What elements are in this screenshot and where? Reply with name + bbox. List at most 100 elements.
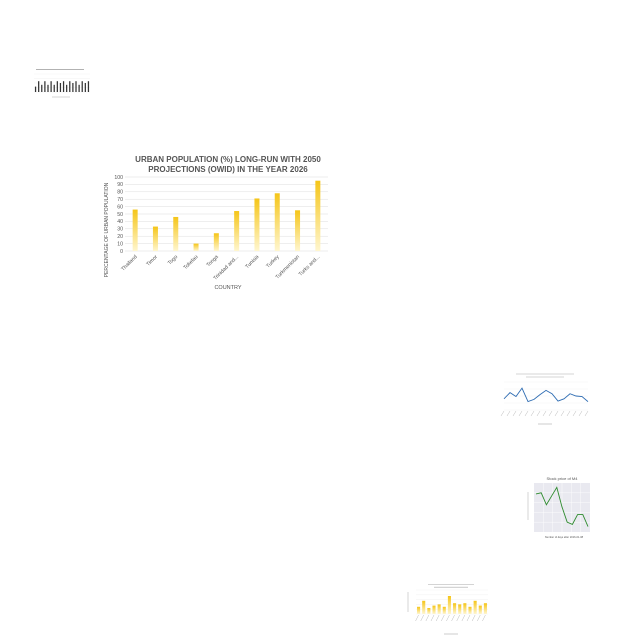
thumb1-bar bbox=[66, 84, 68, 92]
stock-price-line-chart: Stock price of M4 Number of days after 2… bbox=[524, 474, 596, 540]
x-tick-label: Tonga bbox=[206, 254, 220, 268]
thumb1-bar bbox=[56, 81, 58, 92]
thumb1-bar bbox=[53, 84, 55, 92]
thumb3-xtick-mark bbox=[524, 410, 529, 417]
bar bbox=[254, 198, 260, 251]
x-tick-label: Togo bbox=[167, 254, 179, 266]
thumb5-bar bbox=[483, 603, 487, 614]
thumb1-bar bbox=[75, 81, 77, 92]
stock-series-line bbox=[535, 486, 589, 527]
thumb1-bar bbox=[50, 81, 52, 92]
thumb5-bar bbox=[422, 600, 426, 614]
chart-title-line-2: PROJECTIONS (OWID) IN THE YEAR 2026 bbox=[148, 165, 308, 174]
thumb5-bar bbox=[453, 603, 457, 614]
y-tick-label: 0 bbox=[120, 249, 123, 255]
urban-population-bar-chart-svg: URBAN POPULATION (%) LONG-RUN WITH 2050 … bbox=[104, 155, 328, 291]
thumbnail-bar-chart-bottom bbox=[404, 582, 494, 638]
urban-population-bar-chart: URBAN POPULATION (%) LONG-RUN WITH 2050 … bbox=[100, 150, 340, 300]
thumb5-xtick-mark bbox=[471, 614, 476, 622]
x-tick-label: Tokelau bbox=[183, 254, 200, 271]
thumb1-bar bbox=[41, 84, 43, 92]
x-axis-label: COUNTRY bbox=[214, 285, 241, 291]
bar bbox=[173, 216, 179, 251]
thumb5-xtick-mark bbox=[425, 614, 430, 622]
thumb5-xtick-mark bbox=[466, 614, 471, 622]
thumb3-xtick-mark bbox=[578, 410, 583, 417]
thumb5-xtick-mark bbox=[482, 614, 486, 622]
thumbnail-line-chart-blue-svg bbox=[500, 373, 589, 425]
bar bbox=[295, 210, 301, 251]
x-tick-label: Thailand bbox=[120, 254, 138, 272]
thumb1-bar bbox=[59, 83, 62, 92]
thumb1-bar bbox=[84, 83, 86, 92]
thumb5-xtick-mark bbox=[451, 614, 455, 622]
thumb5-xtick-mark bbox=[456, 614, 460, 622]
thumb5-bar bbox=[427, 608, 431, 614]
thumbnail-bar-chart-topleft-svg bbox=[34, 69, 90, 98]
thumb5-bar bbox=[468, 606, 472, 614]
thumb3-xtick-mark bbox=[584, 410, 589, 417]
thumb1-bar bbox=[44, 81, 46, 92]
stock-price-line-chart-svg: Stock price of M4 Number of days after 2… bbox=[527, 476, 590, 539]
thumb3-xtick-mark bbox=[560, 410, 565, 417]
y-tick-label: 70 bbox=[117, 197, 123, 203]
y-tick-label: 90 bbox=[117, 182, 123, 188]
thumb3-xtick-mark bbox=[536, 410, 541, 417]
thumb1-bar bbox=[87, 81, 90, 92]
y-tick-label: 20 bbox=[117, 234, 123, 240]
thumb3-xtick-mark bbox=[572, 410, 577, 417]
thumb3-xtick-mark bbox=[530, 410, 535, 417]
thumb3-xtick-mark bbox=[518, 410, 523, 417]
thumb5-xtick-mark bbox=[441, 614, 445, 622]
chart-title-line-1: URBAN POPULATION (%) LONG-RUN WITH 2050 bbox=[135, 155, 321, 164]
bar bbox=[234, 211, 240, 251]
thumb1-bar bbox=[34, 86, 37, 92]
x-tick-label: Tunisia bbox=[244, 254, 260, 270]
thumb5-bar bbox=[442, 606, 446, 614]
y-tick-label: 50 bbox=[117, 212, 123, 218]
y-tick-label: 10 bbox=[117, 241, 123, 247]
thumb5-bar bbox=[473, 600, 477, 614]
thumb5-xtick-mark bbox=[477, 614, 481, 622]
thumbnail-line-chart-blue bbox=[494, 370, 594, 428]
x-tick-label: Turks and... bbox=[298, 254, 321, 277]
y-tick-label: 60 bbox=[117, 204, 123, 210]
y-axis-label: PERCENTAGE OF URBAN POPULATION bbox=[104, 182, 110, 277]
thumb3-xtick-mark bbox=[554, 410, 559, 417]
thumb3-series-line bbox=[503, 387, 589, 403]
thumb3-xtick-mark bbox=[542, 410, 547, 417]
y-tick-label: 100 bbox=[114, 175, 123, 181]
bar bbox=[213, 233, 219, 251]
thumb5-xtick-mark bbox=[415, 614, 419, 622]
y-tick-label: 80 bbox=[117, 190, 123, 196]
bar bbox=[152, 226, 158, 251]
bar bbox=[315, 180, 321, 251]
thumb5-bar bbox=[437, 604, 441, 614]
thumb5-bar bbox=[447, 596, 451, 614]
bar bbox=[193, 243, 199, 251]
thumb3-xtick-mark bbox=[512, 410, 517, 417]
thumb1-bar bbox=[62, 81, 65, 92]
thumb1-bar bbox=[69, 81, 71, 92]
thumbnail-bar-chart-bottom-svg bbox=[407, 584, 488, 635]
bar bbox=[274, 193, 280, 251]
y-tick-label: 30 bbox=[117, 227, 123, 233]
thumb5-xtick-mark bbox=[430, 614, 435, 622]
thumb1-bar bbox=[47, 84, 49, 92]
thumb3-xtick-mark bbox=[566, 410, 571, 417]
thumb5-xtick-mark bbox=[461, 614, 466, 622]
stock-chart-xlabel: Number of days after 2016-01-08 bbox=[545, 535, 584, 539]
thumb3-xtick-mark bbox=[500, 410, 505, 417]
stock-chart-title: Stock price of M4 bbox=[547, 476, 579, 481]
thumb5-bar bbox=[432, 605, 436, 614]
x-tick-label: Timor bbox=[145, 254, 159, 268]
x-tick-label: Turkey bbox=[265, 254, 281, 270]
thumb3-xtick-mark bbox=[506, 410, 511, 417]
thumb1-bar bbox=[78, 84, 80, 92]
y-tick-label: 40 bbox=[117, 219, 123, 225]
thumb1-bar bbox=[38, 81, 40, 92]
thumb5-bar bbox=[417, 606, 421, 614]
thumb5-xtick-mark bbox=[446, 614, 450, 622]
thumb5-bar bbox=[463, 603, 467, 614]
thumb5-xtick-mark bbox=[435, 614, 440, 622]
